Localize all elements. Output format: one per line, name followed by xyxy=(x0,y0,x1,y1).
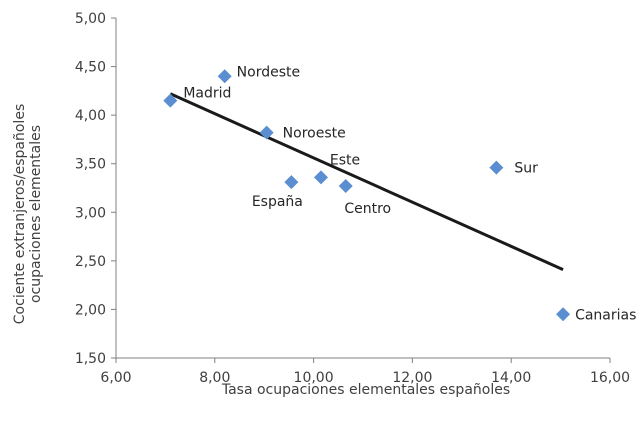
x-axis-ticks: 6,00 8,00 10,00 12,00 14,00 16,00 xyxy=(100,358,630,386)
data-point xyxy=(489,160,504,175)
data-point xyxy=(259,125,274,140)
data-point xyxy=(338,179,353,194)
y-tick-label: 2,00 xyxy=(75,302,106,318)
point-label: Sur xyxy=(514,161,538,177)
y-tick-label: 5,00 xyxy=(75,11,106,27)
x-tick-label: 14,00 xyxy=(491,370,531,386)
data-point xyxy=(314,170,329,185)
x-tick-label: 8,00 xyxy=(199,370,230,386)
y-axis-ticks: 1,50 2,00 2,50 3,00 3,50 4,00 4,50 5,00 xyxy=(75,11,116,367)
x-tick-label: 6,00 xyxy=(100,370,131,386)
y-tick-label: 1,50 xyxy=(75,351,106,367)
data-point xyxy=(556,307,571,322)
point-label: España xyxy=(252,194,303,210)
point-label: Centro xyxy=(344,201,391,217)
data-point xyxy=(163,93,178,108)
y-tick-label: 4,00 xyxy=(75,108,106,124)
data-point xyxy=(217,69,232,84)
data-point xyxy=(284,175,299,190)
y-tick-label: 2,50 xyxy=(75,254,106,270)
x-tick-label: 16,00 xyxy=(590,370,630,386)
x-axis-title: Tasa ocupaciones elementales españoles xyxy=(221,382,510,398)
y-tick-label: 4,50 xyxy=(75,60,106,76)
x-tick-label: 12,00 xyxy=(392,370,432,386)
point-label: Este xyxy=(330,152,360,168)
point-label: Nordeste xyxy=(237,64,300,80)
trendline xyxy=(169,92,564,271)
y-axis-title-line-1: Cociente extranjeros/españoles xyxy=(12,104,28,324)
point-label: Noroeste xyxy=(283,126,346,142)
y-tick-label: 3,50 xyxy=(75,157,106,173)
trendline-layer xyxy=(169,92,564,271)
point-label: Canarias xyxy=(575,307,636,323)
y-tick-label: 3,00 xyxy=(75,205,106,221)
data-points xyxy=(163,69,571,322)
x-tick-label: 10,00 xyxy=(294,370,334,386)
axes xyxy=(115,18,610,359)
y-axis-title-line-2: ocupaciones elementales xyxy=(28,125,44,303)
point-labels: Madrid Nordeste Noroeste España Este Centro Su… xyxy=(183,64,636,323)
point-label: Madrid xyxy=(183,86,231,102)
y-axis-title: Cociente extranjeros/españoles ocupacion… xyxy=(12,104,44,324)
